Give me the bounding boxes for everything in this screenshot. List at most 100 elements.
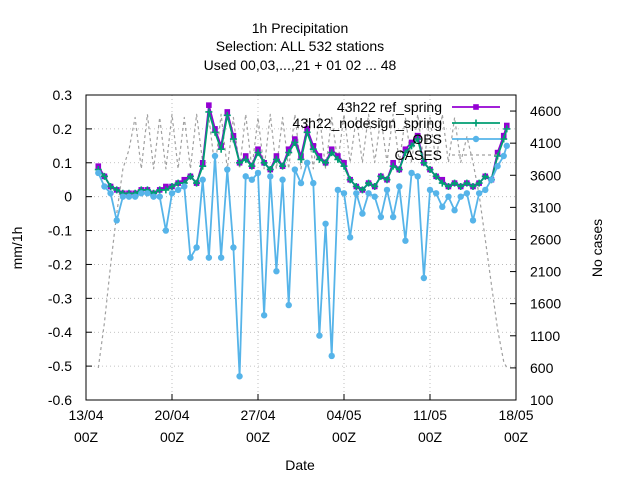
- series-layer: [94, 102, 511, 380]
- data-point: [162, 186, 170, 194]
- data-point: [107, 183, 115, 190]
- data-point: [156, 186, 164, 194]
- data-point: [408, 169, 415, 177]
- x-tick-label: 00Z: [332, 429, 357, 445]
- data-point: [340, 190, 348, 197]
- data-point: [297, 179, 305, 187]
- data-point: [500, 152, 507, 160]
- data-point: [279, 176, 286, 183]
- chart-title: 1h Precipitation Selection: ALL 532 stat…: [204, 20, 397, 73]
- data-point: [401, 149, 409, 157]
- y-tick-label: 0.2: [53, 121, 73, 137]
- plot-frame: [85, 94, 517, 401]
- y2-tick-label: 3600: [530, 167, 561, 183]
- data-point: [432, 190, 440, 197]
- data-point: [340, 162, 348, 170]
- x-tick-label: 00Z: [246, 429, 271, 445]
- data-point: [168, 183, 176, 190]
- data-point: [181, 183, 188, 190]
- data-point: [254, 169, 262, 177]
- data-point: [229, 135, 237, 143]
- data-point: [334, 186, 342, 194]
- title-line: Selection: ALL 532 stations: [216, 38, 384, 54]
- data-point: [503, 142, 510, 150]
- data-point: [402, 237, 409, 244]
- data-point: [472, 119, 480, 127]
- series-obs: [95, 142, 510, 380]
- data-point: [377, 172, 385, 180]
- y2-tick-label: 2600: [530, 231, 561, 247]
- data-point: [100, 172, 108, 180]
- data-point: [125, 193, 133, 200]
- y-tick-label: 0: [64, 189, 72, 205]
- y-tick-label: -0.4: [48, 324, 72, 340]
- data-point: [359, 210, 366, 217]
- data-point: [328, 352, 335, 360]
- data-point: [469, 183, 477, 190]
- data-point: [260, 312, 268, 319]
- data-point: [408, 142, 416, 150]
- data-point: [303, 128, 311, 136]
- y2-tick-label: 600: [530, 360, 554, 376]
- data-point: [383, 186, 391, 194]
- data-point: [131, 193, 139, 200]
- data-point: [224, 166, 231, 173]
- data-point: [107, 190, 114, 197]
- data-point: [273, 268, 280, 275]
- data-point: [396, 183, 403, 190]
- data-point: [469, 217, 477, 224]
- data-point: [395, 166, 403, 174]
- data-point: [463, 190, 471, 197]
- data-point: [211, 152, 219, 160]
- data-point: [217, 145, 225, 153]
- data-point: [475, 190, 483, 197]
- data-point: [426, 186, 434, 194]
- y-tick-label: 0.3: [53, 87, 73, 103]
- data-point: [420, 274, 428, 282]
- data-point: [389, 162, 397, 170]
- x-tick-label: 13/04: [68, 407, 103, 423]
- data-point: [309, 145, 317, 153]
- data-point: [463, 179, 471, 187]
- legend: 43h22 ref_spring43h22_nodesign_springOBS…: [293, 99, 500, 163]
- data-point: [174, 186, 182, 194]
- data-point: [242, 155, 250, 163]
- data-point: [481, 172, 489, 180]
- data-point: [291, 138, 299, 146]
- data-point: [414, 135, 422, 143]
- data-point: [494, 162, 501, 170]
- x-tick-label: 11/05: [413, 407, 447, 423]
- y2-tick-label: 3100: [530, 199, 561, 215]
- data-point: [426, 166, 434, 174]
- data-point: [365, 190, 372, 197]
- data-point: [353, 190, 360, 197]
- y-axis-label: mm/1h: [9, 227, 25, 270]
- data-point: [217, 254, 225, 261]
- data-point: [236, 373, 243, 380]
- y2-axis-label: No cases: [589, 219, 605, 277]
- data-point: [144, 190, 151, 197]
- data-point: [285, 301, 292, 309]
- data-point: [193, 179, 201, 187]
- data-point: [322, 159, 330, 167]
- axes: -0.6 -0.5 -0.4 -0.3 -0.2 -0.1 0 0.1 0.2 0.3 100 600…: [48, 87, 561, 445]
- data-point: [248, 162, 256, 170]
- y2-tick-label: 100: [530, 392, 554, 408]
- data-point: [205, 108, 213, 116]
- data-point: [473, 104, 479, 110]
- data-point: [438, 179, 446, 187]
- data-point: [156, 193, 163, 200]
- y-tick-label: -0.3: [48, 290, 72, 306]
- data-point: [500, 135, 508, 143]
- data-point: [451, 207, 458, 214]
- data-point: [193, 244, 200, 251]
- data-point: [267, 173, 274, 180]
- title-line: 1h Precipitation: [252, 20, 349, 36]
- y2-tick-label: 1600: [530, 296, 561, 312]
- data-point: [266, 166, 274, 174]
- data-point: [297, 155, 305, 163]
- data-point: [260, 159, 268, 167]
- data-point: [168, 190, 176, 197]
- data-point: [279, 162, 287, 170]
- data-point: [242, 173, 249, 180]
